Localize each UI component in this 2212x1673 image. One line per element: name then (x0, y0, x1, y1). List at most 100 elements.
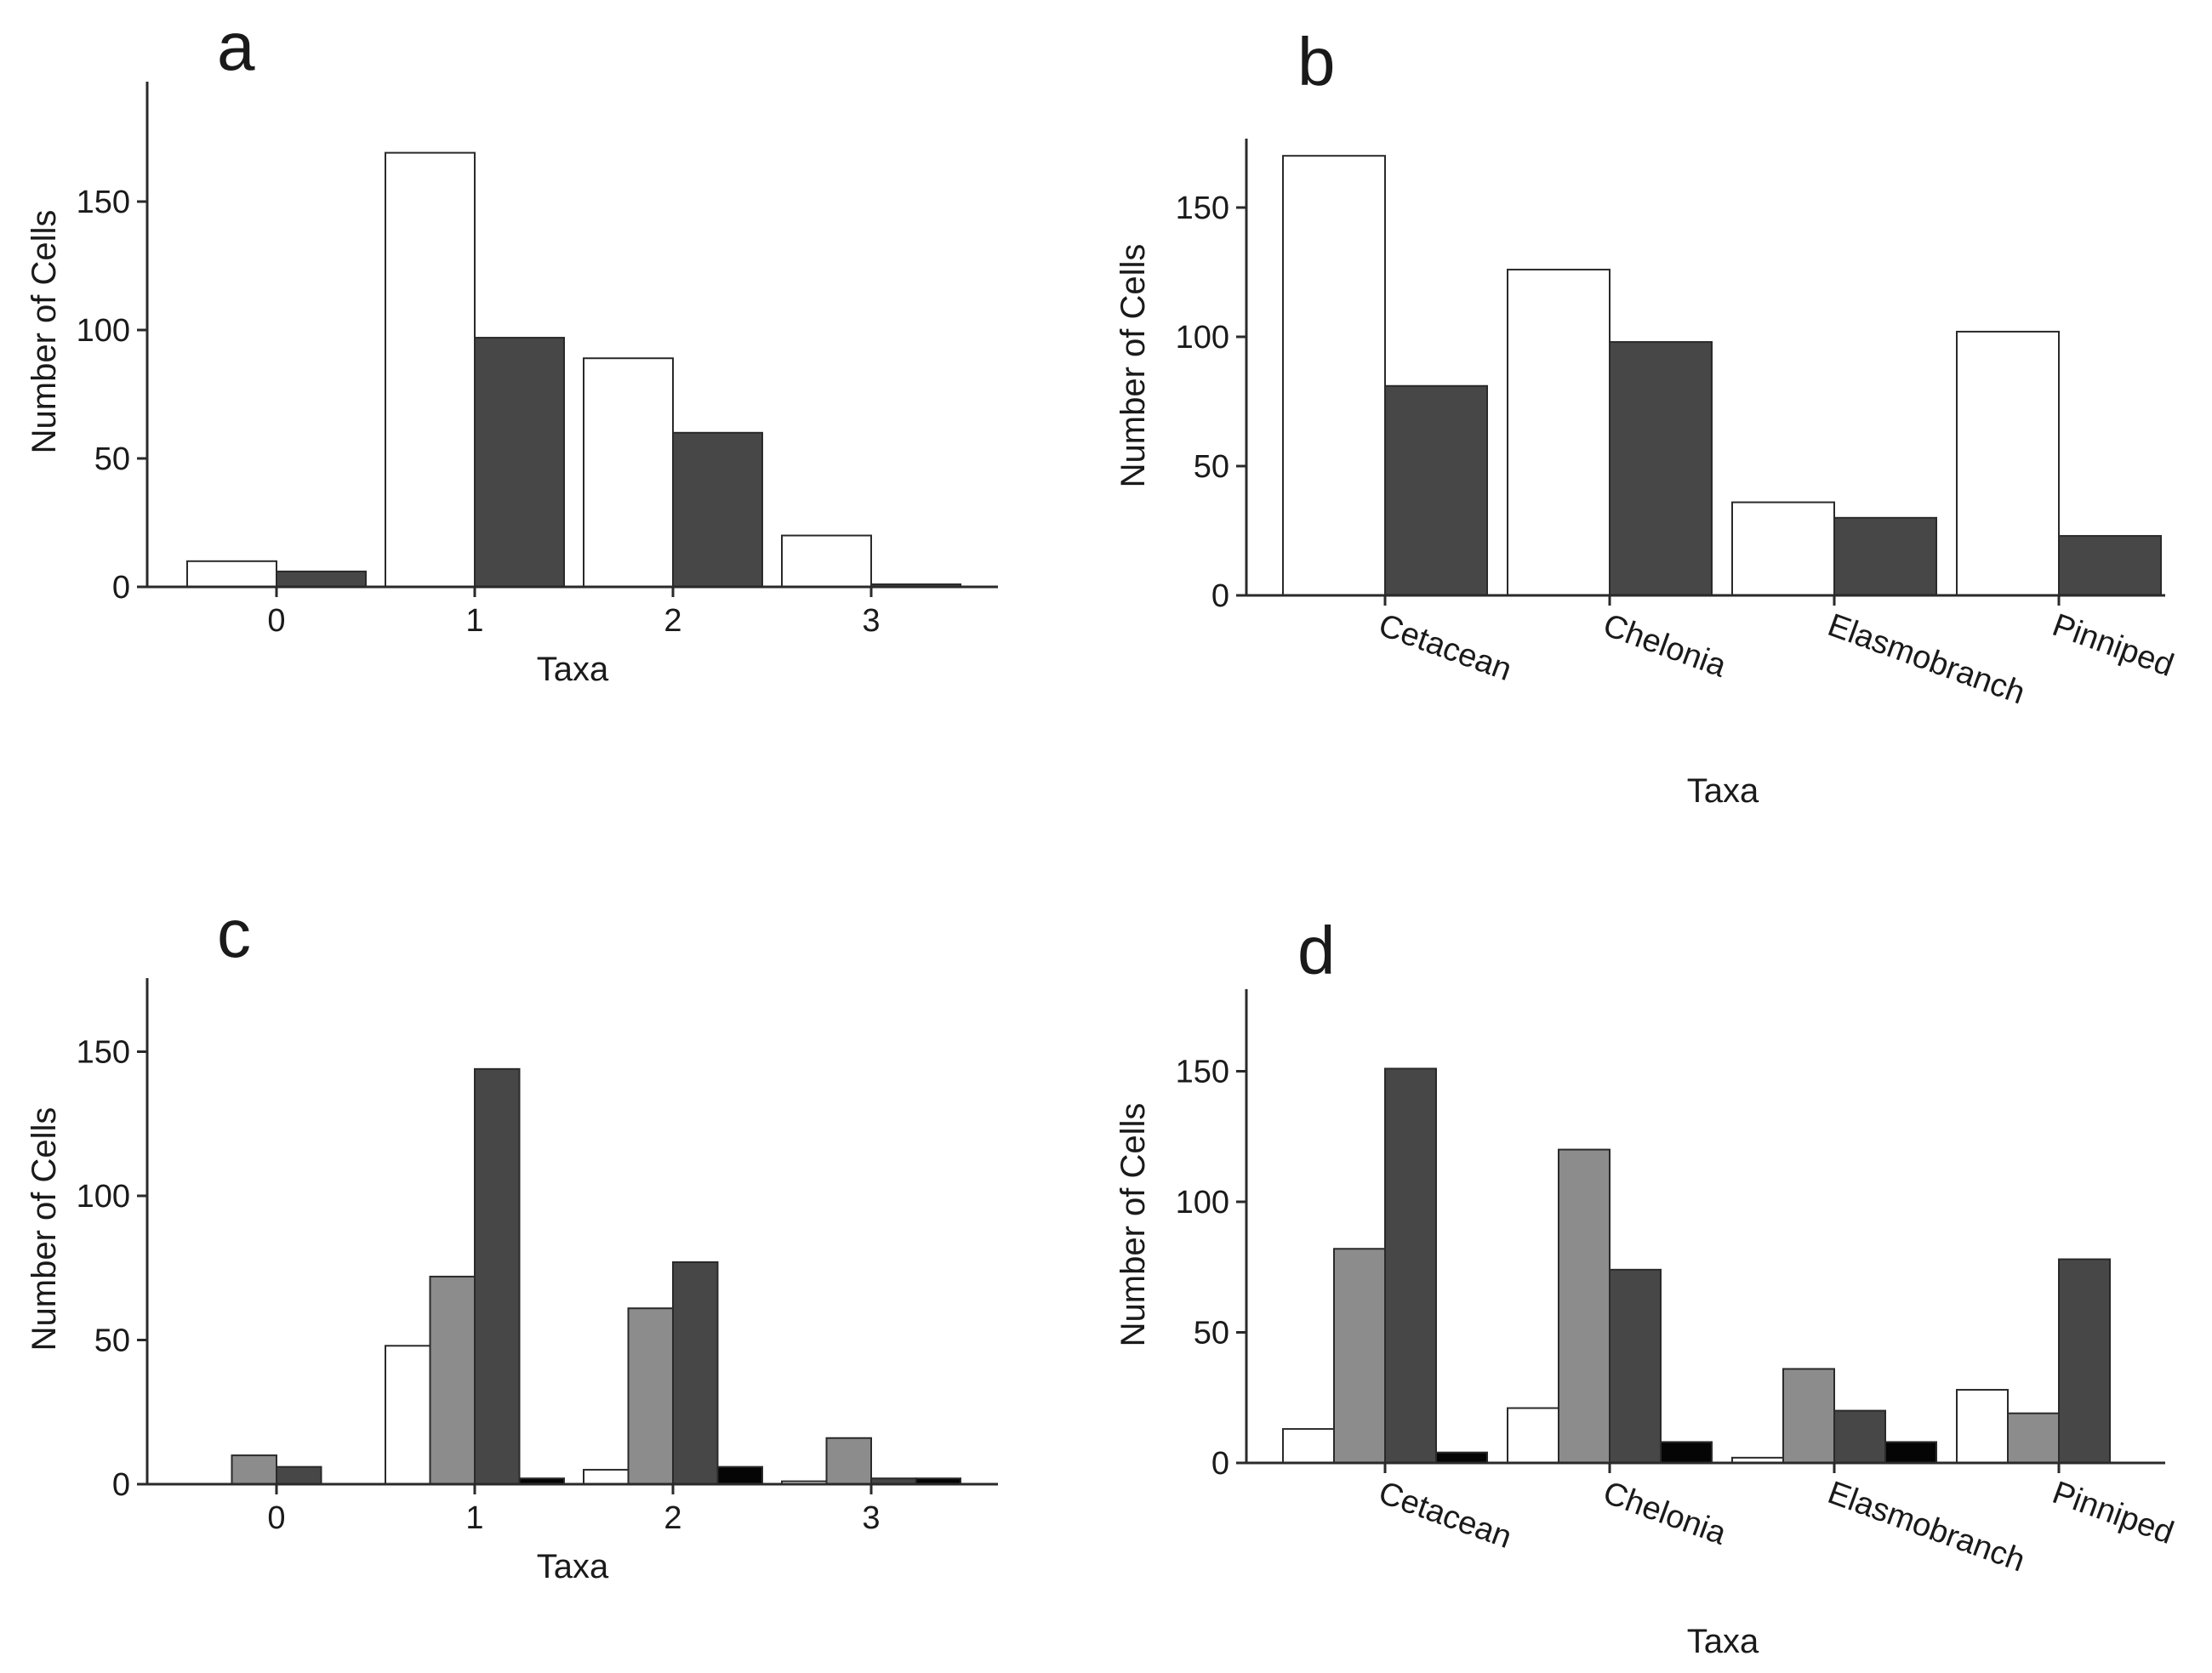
x-axis-title-a: Taxa (537, 651, 609, 688)
bar-d-series-4-chelonia (1660, 1441, 1713, 1464)
y-tick-label-d-150: 150 (1176, 1055, 1229, 1090)
bars-d (1282, 1067, 2111, 1465)
y-tick-label-b-100: 100 (1176, 320, 1229, 356)
y-ticks-d: 0 50 100 150 (1176, 1055, 1246, 1482)
y-tick-label-c-50: 50 (94, 1323, 130, 1359)
bar-c-series-3-0 (276, 1465, 322, 1486)
bar-b-series-2-pinniped (2058, 535, 2162, 597)
y-tick-label-a-100: 100 (77, 313, 130, 349)
x-axis-title-b: Taxa (1687, 772, 1759, 810)
bar-a-series-1-1 (385, 151, 476, 588)
x-axis-title-d: Taxa (1687, 1623, 1759, 1660)
x-tick-label-d-chelonia: Chelonia (1599, 1475, 1731, 1552)
y-axis-title-b: Number of Cells (1115, 244, 1152, 488)
bars-b (1282, 155, 2162, 597)
panel-d: d 0 50 100 150 Cetacean Chelonia Elasmobranch… (1115, 913, 2178, 1660)
bar-d-series-2-chelonia (1558, 1148, 1611, 1464)
panel-label-b: b (1297, 24, 1336, 100)
y-ticks-a: 0 50 100 150 (77, 185, 147, 606)
bar-c-series-3-1 (474, 1067, 521, 1485)
x-ticks-d: Cetacean Chelonia Elasmobranch Pinniped (1374, 1463, 2178, 1579)
y-tick-label-a-0: 0 (112, 570, 130, 606)
x-tick-label-b-cetacean: Cetacean (1374, 607, 1516, 688)
bar-b-series-1-elasmobranch (1731, 501, 1835, 596)
y-axis-title-d: Number of Cells (1115, 1103, 1152, 1347)
panel-label-d: d (1297, 913, 1336, 988)
y-ticks-b: 0 50 100 150 (1176, 191, 1246, 614)
bar-d-series-2-cetacean (1333, 1248, 1386, 1465)
bar-c-series-2-1 (429, 1275, 476, 1486)
y-axis-title-a: Number of Cells (26, 210, 63, 454)
bar-a-series-1-0 (186, 560, 277, 588)
x-tick-label-d-pinniped: Pinniped (2048, 1475, 2178, 1551)
bar-b-series-1-pinniped (1956, 330, 2060, 596)
x-ticks-c: 0 1 2 3 (267, 1484, 881, 1536)
y-tick-label-c-150: 150 (77, 1035, 130, 1071)
bar-c-series-3-2 (672, 1260, 719, 1485)
panel-b: b 0 50 100 150 Cetacean Chelonia Elasmobranch… (1115, 24, 2178, 810)
panel-c: c 0 50 100 150 0 1 2 3 Taxa Number of Cells (26, 896, 998, 1585)
x-tick-label-b-pinniped: Pinniped (2048, 607, 2178, 684)
x-tick-label-c-1: 1 (465, 1500, 483, 1536)
bar-c-series-1-2 (583, 1469, 630, 1486)
x-tick-label-d-elasmobranch: Elasmobranch (1823, 1475, 2030, 1579)
panel-label-a: a (217, 9, 255, 84)
bar-b-series-1-chelonia (1507, 268, 1611, 596)
bar-a-series-1-3 (781, 534, 872, 588)
bar-d-series-3-chelonia (1609, 1268, 1662, 1464)
x-tick-label-a-0: 0 (267, 603, 285, 639)
bar-b-series-1-cetacean (1282, 155, 1386, 596)
bar-d-series-1-pinniped (1956, 1389, 2009, 1465)
y-tick-label-b-150: 150 (1176, 191, 1229, 226)
y-tick-label-c-100: 100 (77, 1179, 130, 1215)
x-tick-label-b-elasmobranch: Elasmobranch (1823, 607, 2030, 712)
x-ticks-a: 0 1 2 3 (267, 587, 881, 639)
bar-a-series-2-1 (474, 337, 565, 588)
y-tick-label-d-50: 50 (1194, 1316, 1229, 1351)
x-tick-label-a-2: 2 (664, 603, 681, 639)
bar-d-series-3-elasmobranch (1833, 1409, 1886, 1464)
x-tick-label-c-0: 0 (267, 1500, 285, 1536)
bar-a-series-2-0 (276, 570, 367, 589)
y-tick-label-a-150: 150 (77, 185, 130, 220)
bar-b-series-2-chelonia (1609, 341, 1713, 596)
bar-d-series-3-cetacean (1384, 1067, 1437, 1465)
bar-c-series-2-3 (825, 1437, 872, 1486)
panel-label-c: c (217, 896, 251, 971)
x-tick-label-d-cetacean: Cetacean (1374, 1475, 1516, 1556)
y-tick-label-b-0: 0 (1211, 578, 1229, 614)
bar-d-series-4-cetacean (1435, 1451, 1488, 1464)
x-tick-label-c-2: 2 (664, 1500, 681, 1536)
y-tick-label-b-50: 50 (1194, 449, 1229, 485)
bar-d-series-4-elasmobranch (1884, 1441, 1937, 1464)
x-tick-label-a-1: 1 (465, 603, 483, 639)
x-axis-title-c: Taxa (537, 1548, 609, 1585)
bar-b-series-2-elasmobranch (1833, 516, 1937, 596)
bar-b-series-2-cetacean (1384, 384, 1488, 597)
panel-a: a 0 50 100 150 0 1 2 3 Taxa Number of Cells (26, 9, 998, 688)
y-tick-label-d-100: 100 (1176, 1185, 1229, 1221)
x-tick-label-a-3: 3 (862, 603, 880, 639)
y-tick-label-a-50: 50 (94, 441, 130, 477)
bar-c-series-1-1 (385, 1345, 431, 1486)
x-tick-label-c-3: 3 (862, 1500, 880, 1536)
x-ticks-b: Cetacean Chelonia Elasmobranch Pinniped (1374, 595, 2178, 712)
bar-d-series-2-pinniped (2007, 1412, 2060, 1465)
y-axis-title-c: Number of Cells (26, 1107, 63, 1351)
bar-a-series-2-2 (672, 431, 763, 588)
bar-c-series-4-2 (716, 1465, 763, 1486)
y-tick-label-c-0: 0 (112, 1467, 130, 1503)
x-tick-label-b-chelonia: Chelonia (1599, 607, 1731, 685)
bars-c (231, 1067, 961, 1486)
bar-d-series-1-chelonia (1507, 1407, 1559, 1465)
bar-a-series-1-2 (583, 357, 674, 588)
bar-d-series-3-pinniped (2058, 1258, 2111, 1465)
y-tick-label-d-0: 0 (1211, 1446, 1229, 1482)
bar-c-series-2-0 (231, 1454, 277, 1485)
y-ticks-c: 0 50 100 150 (77, 1035, 147, 1503)
bars-a (186, 151, 961, 589)
bar-d-series-1-cetacean (1282, 1428, 1335, 1464)
bar-d-series-2-elasmobranch (1782, 1368, 1835, 1464)
bar-c-series-2-2 (627, 1307, 674, 1485)
